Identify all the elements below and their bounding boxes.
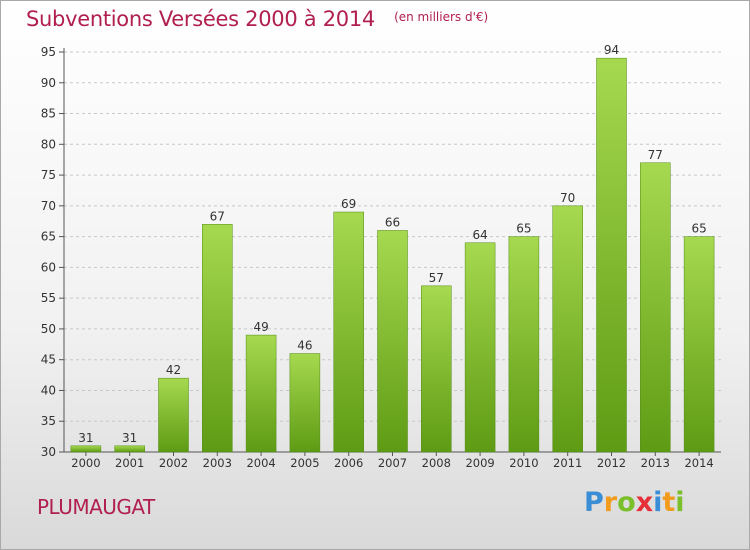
y-tick-label: 75 bbox=[41, 168, 56, 182]
data-label: 65 bbox=[516, 222, 531, 236]
y-tick-label: 55 bbox=[41, 291, 56, 305]
logo-letter: r bbox=[603, 487, 618, 518]
bar bbox=[421, 285, 452, 453]
y-tick-label: 30 bbox=[41, 445, 56, 459]
data-label: 67 bbox=[210, 209, 225, 223]
x-tick-label: 2007 bbox=[378, 456, 407, 470]
x-tick-label: 2013 bbox=[641, 456, 670, 470]
bar bbox=[377, 230, 408, 453]
y-tick-label: 65 bbox=[41, 230, 56, 244]
y-tick-label: 90 bbox=[41, 76, 56, 90]
logo-letter: i bbox=[675, 487, 685, 518]
y-tick-label: 70 bbox=[41, 199, 56, 213]
y-tick-label: 50 bbox=[41, 322, 56, 336]
x-tick-label: 2001 bbox=[115, 456, 144, 470]
y-tick-label: 40 bbox=[41, 383, 56, 397]
y-tick-label: 85 bbox=[41, 107, 56, 121]
data-label: 31 bbox=[78, 431, 93, 445]
bar bbox=[640, 162, 671, 453]
bar bbox=[333, 211, 364, 453]
data-label: 57 bbox=[429, 271, 444, 285]
x-tick-label: 2012 bbox=[597, 456, 626, 470]
data-label: 77 bbox=[648, 148, 663, 162]
x-tick-label: 2004 bbox=[246, 456, 275, 470]
data-label: 31 bbox=[122, 431, 137, 445]
title-row: Subventions Versées 2000 à 2014 (en mill… bbox=[26, 7, 488, 31]
logo-letter: o bbox=[617, 487, 636, 518]
data-label: 64 bbox=[472, 228, 487, 242]
bar bbox=[158, 377, 189, 453]
bar bbox=[683, 236, 715, 453]
bar bbox=[289, 353, 321, 453]
data-label: 49 bbox=[253, 320, 268, 334]
bar bbox=[70, 445, 102, 453]
logo-letter: t bbox=[662, 487, 676, 518]
data-label: 65 bbox=[691, 222, 706, 236]
data-label: 66 bbox=[385, 215, 400, 229]
x-tick-label: 2000 bbox=[71, 456, 100, 470]
x-tick-label: 2005 bbox=[290, 456, 319, 470]
bar bbox=[596, 57, 627, 453]
y-tick-label: 35 bbox=[41, 414, 56, 428]
logo-letter: x bbox=[635, 487, 654, 518]
bar bbox=[245, 334, 277, 453]
x-tick-label: 2006 bbox=[334, 456, 363, 470]
y-tick-label: 80 bbox=[41, 137, 56, 151]
bar bbox=[202, 224, 233, 453]
x-tick-label: 2009 bbox=[465, 456, 494, 470]
x-tick-label: 2014 bbox=[684, 456, 713, 470]
bar bbox=[464, 242, 496, 453]
x-tick-label: 2002 bbox=[159, 456, 188, 470]
logo-letter: i bbox=[653, 487, 663, 518]
y-tick-label: 60 bbox=[41, 260, 56, 274]
bar bbox=[508, 236, 540, 453]
chart-subtitle: (en milliers d'€) bbox=[394, 10, 489, 24]
bar bbox=[114, 445, 145, 453]
chart-title: Subventions Versées 2000 à 2014 bbox=[26, 7, 375, 31]
bar bbox=[552, 205, 583, 453]
x-tick-label: 2003 bbox=[203, 456, 232, 470]
town-name: PLUMAUGAT bbox=[37, 495, 155, 519]
x-tick-label: 2010 bbox=[509, 456, 538, 470]
y-tick-label: 45 bbox=[41, 353, 56, 367]
y-tick-label: 95 bbox=[41, 45, 56, 59]
labels: 30 35 40 45 50 55 60 65 70 75 80 85 90 95 31 2000 31 2001… bbox=[41, 43, 714, 470]
proxiti-logo[interactable]: Proxiti bbox=[584, 487, 685, 518]
data-label: 94 bbox=[604, 43, 619, 57]
data-label: 69 bbox=[341, 197, 356, 211]
x-tick-label: 2008 bbox=[422, 456, 451, 470]
bars bbox=[70, 57, 715, 453]
data-label: 42 bbox=[166, 363, 181, 377]
x-tick-label: 2011 bbox=[553, 456, 582, 470]
logo-letter: P bbox=[584, 487, 604, 518]
data-label: 46 bbox=[297, 339, 312, 353]
data-label: 70 bbox=[560, 191, 575, 205]
